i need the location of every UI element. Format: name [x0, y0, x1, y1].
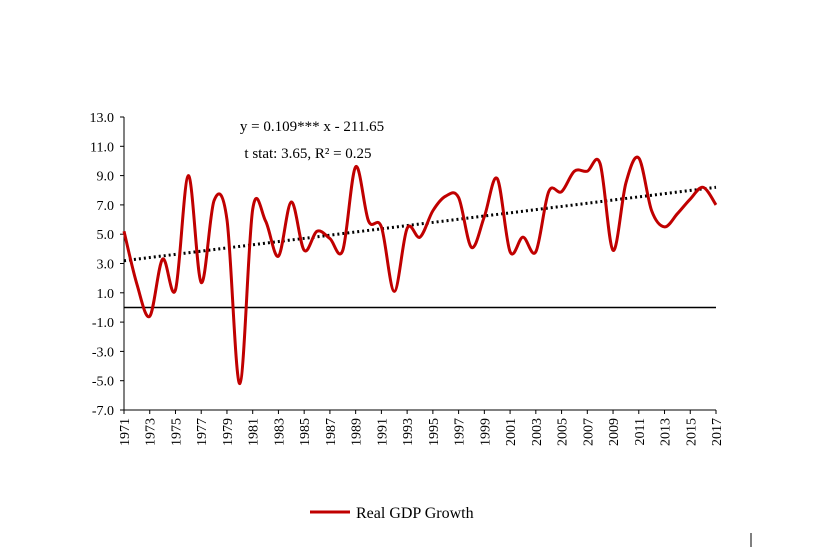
- x-tick-label: 2009: [607, 418, 622, 446]
- x-tick-label: 1983: [272, 418, 287, 446]
- y-tick-label: -3.0: [92, 345, 114, 360]
- x-tick-label: 2011: [633, 418, 648, 445]
- series-layer: [122, 155, 718, 386]
- x-tick-label: 1999: [478, 418, 493, 446]
- equation-annotation: y = 0.109*** x - 211.65: [240, 119, 384, 135]
- legend: Real GDP Growth: [310, 505, 474, 522]
- x-tick-label: 1995: [427, 418, 442, 446]
- y-tick-label: -7.0: [92, 404, 114, 419]
- x-tick-label: 1989: [350, 418, 365, 446]
- stats-annotation: t stat: 3.65, R² = 0.25: [244, 146, 371, 162]
- y-tick-label: -5.0: [92, 375, 114, 390]
- trendline: [123, 185, 717, 263]
- x-tick-label: 1977: [195, 418, 210, 446]
- x-tick-label: 1991: [375, 418, 390, 446]
- series-line-real-gdp-growth: [122, 155, 718, 386]
- x-tick-label: 2015: [684, 418, 699, 446]
- x-tick-label: 2001: [504, 418, 519, 446]
- trendline-layer: [123, 185, 717, 263]
- axes: [120, 116, 717, 414]
- x-tick-label: 2017: [710, 418, 725, 446]
- y-tick-label: 11.0: [90, 140, 114, 155]
- tick-labels: -7.0 -5.0 -3.0 -1.0 1.0 3.0 5.0 7.0 9.0 11.0 13.0 1…: [90, 111, 726, 446]
- y-tick-label: -1.0: [92, 316, 114, 331]
- x-tick-label: 1979: [221, 418, 236, 446]
- x-tick-label: 1975: [169, 418, 184, 446]
- x-tick-label: 1971: [118, 418, 133, 446]
- y-tick-label: 5.0: [97, 228, 115, 243]
- x-tick-label: 1981: [247, 418, 262, 446]
- x-tick-label: 2013: [659, 418, 674, 446]
- x-tick-label: 1973: [144, 418, 159, 446]
- x-tick-label: 2003: [530, 418, 545, 446]
- y-tick-label: 13.0: [90, 111, 115, 126]
- x-tick-label: 1993: [401, 418, 416, 446]
- x-tick-label: 2005: [556, 418, 571, 446]
- y-tick-label: 9.0: [97, 170, 115, 185]
- x-tick-label: 1997: [453, 418, 468, 446]
- x-tick-label: 2007: [581, 418, 596, 446]
- x-tick-label: 1987: [324, 418, 339, 446]
- y-tick-label: 3.0: [97, 258, 115, 273]
- y-tick-label: 1.0: [97, 287, 115, 302]
- y-tick-label: 7.0: [97, 199, 115, 214]
- x-tick-label: 1985: [298, 418, 313, 446]
- legend-label: Real GDP Growth: [356, 505, 474, 522]
